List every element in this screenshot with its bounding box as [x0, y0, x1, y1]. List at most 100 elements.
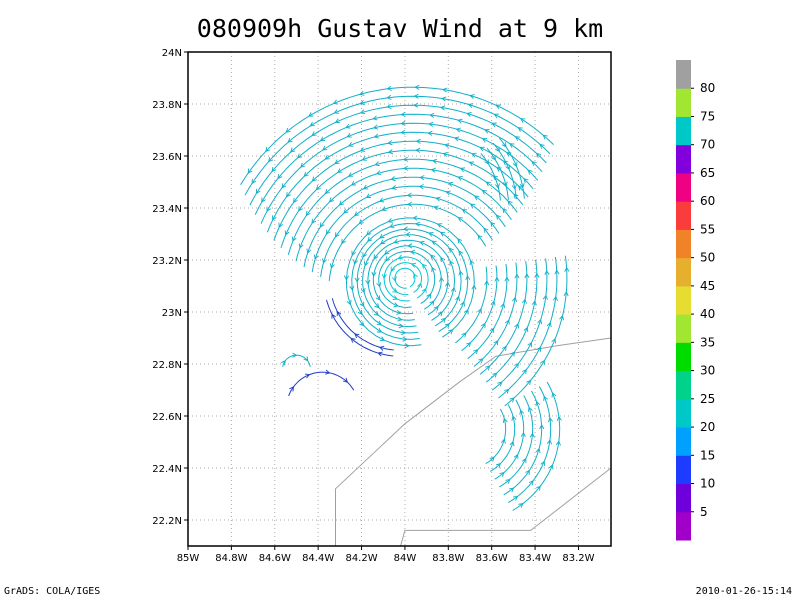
- stream-arrow: [419, 175, 425, 181]
- streamline: [494, 399, 525, 480]
- stream-arrow: [373, 310, 379, 316]
- stream-arrow: [362, 252, 367, 258]
- stream-arrow: [442, 87, 448, 93]
- stream-arrow: [365, 193, 372, 198]
- stream-arrow: [402, 165, 409, 171]
- stream-arrow: [325, 369, 331, 375]
- colorbar-label: 55: [700, 222, 715, 236]
- stream-arrow: [502, 208, 508, 214]
- stream-arrow: [493, 340, 499, 346]
- stream-arrow: [531, 160, 537, 166]
- stream-arrow: [378, 345, 385, 351]
- stream-arrow: [367, 236, 373, 242]
- stream-arrow: [520, 118, 526, 123]
- stream-arrow: [447, 181, 454, 187]
- stream-arrow: [485, 365, 491, 371]
- stream-arrow: [478, 358, 484, 364]
- footer-credit: GrADS: COLA/IGES: [4, 586, 101, 597]
- stream-arrow: [511, 415, 517, 421]
- stream-arrow: [450, 286, 456, 293]
- stream-arrow: [386, 103, 392, 110]
- stream-arrow: [524, 272, 530, 279]
- streamline: [486, 147, 509, 200]
- stream-arrow: [521, 457, 527, 464]
- stream-arrow: [527, 169, 533, 175]
- streamline: [394, 267, 416, 289]
- stream-arrow: [491, 155, 496, 161]
- stream-arrow: [284, 230, 290, 236]
- streamline: [378, 250, 436, 308]
- stream-arrow: [354, 333, 360, 339]
- stream-arrow: [361, 156, 367, 161]
- stream-arrow: [484, 129, 490, 134]
- streamline: [491, 258, 548, 391]
- stream-arrow: [514, 273, 520, 279]
- stream-arrow: [357, 309, 363, 316]
- streamline: [498, 395, 534, 488]
- stream-arrow: [272, 215, 277, 221]
- stream-arrow: [387, 140, 393, 146]
- stream-arrow: [374, 303, 380, 309]
- stream-arrow: [544, 269, 550, 275]
- stream-arrow: [359, 90, 365, 96]
- stream-arrow: [453, 136, 460, 142]
- stream-arrow: [448, 329, 454, 335]
- y-tick-label: 23N: [162, 308, 182, 319]
- coastline: [335, 337, 612, 547]
- stream-arrow: [469, 259, 475, 266]
- streamline: [455, 266, 488, 344]
- stream-arrow: [430, 254, 436, 260]
- stream-arrow: [444, 323, 450, 329]
- stream-arrow: [495, 146, 500, 153]
- stream-arrow: [359, 321, 365, 327]
- stream-arrow: [277, 173, 283, 180]
- stream-arrow: [286, 192, 291, 198]
- stream-arrow: [501, 142, 507, 148]
- stream-arrow: [393, 302, 399, 308]
- stream-arrow: [376, 327, 383, 333]
- stream-arrow: [371, 271, 377, 278]
- streamline: [295, 167, 512, 262]
- stream-arrow: [494, 183, 500, 189]
- stream-arrow: [414, 84, 420, 90]
- streamline: [326, 299, 394, 357]
- colorbar-swatch: [676, 483, 691, 513]
- stream-arrow: [439, 105, 446, 111]
- stream-arrow: [442, 151, 448, 157]
- colorbar-swatch: [676, 427, 691, 456]
- stream-arrow: [518, 185, 524, 191]
- stream-arrow: [534, 272, 540, 278]
- colorbar-swatch: [676, 116, 691, 146]
- stream-arrow: [512, 296, 518, 303]
- stream-arrow: [305, 210, 311, 217]
- colorbar: 5 10 15 20 25 30 35 40 45 50 55 60 65 70 75 80: [676, 60, 715, 541]
- colorbar-swatch: [676, 511, 691, 541]
- stream-arrow: [564, 266, 570, 272]
- coastline-segment: [400, 467, 612, 547]
- stream-arrow: [517, 127, 523, 132]
- stream-arrow: [379, 336, 386, 342]
- stream-arrow: [429, 112, 435, 118]
- stream-arrow: [473, 195, 480, 201]
- stream-arrow: [484, 159, 489, 165]
- stream-arrow: [542, 294, 548, 300]
- x-tick-label: 83.8W: [432, 553, 464, 564]
- stream-arrow: [373, 254, 379, 260]
- streamline: [362, 234, 456, 328]
- stream-arrow: [469, 94, 475, 100]
- stream-arrow: [293, 197, 298, 204]
- stream-arrow: [247, 168, 253, 174]
- streamline: [240, 86, 554, 185]
- stream-arrow: [481, 137, 488, 143]
- stream-arrow: [386, 85, 392, 91]
- stream-arrow: [535, 485, 541, 491]
- stream-arrow: [413, 93, 419, 99]
- streamline: [473, 262, 518, 367]
- stream-arrow: [359, 301, 365, 308]
- stream-arrow: [458, 250, 464, 256]
- stream-arrow: [477, 308, 482, 314]
- streamline: [512, 381, 561, 511]
- streamline: [485, 408, 507, 465]
- stream-arrow: [298, 243, 304, 249]
- stream-arrow: [407, 243, 413, 249]
